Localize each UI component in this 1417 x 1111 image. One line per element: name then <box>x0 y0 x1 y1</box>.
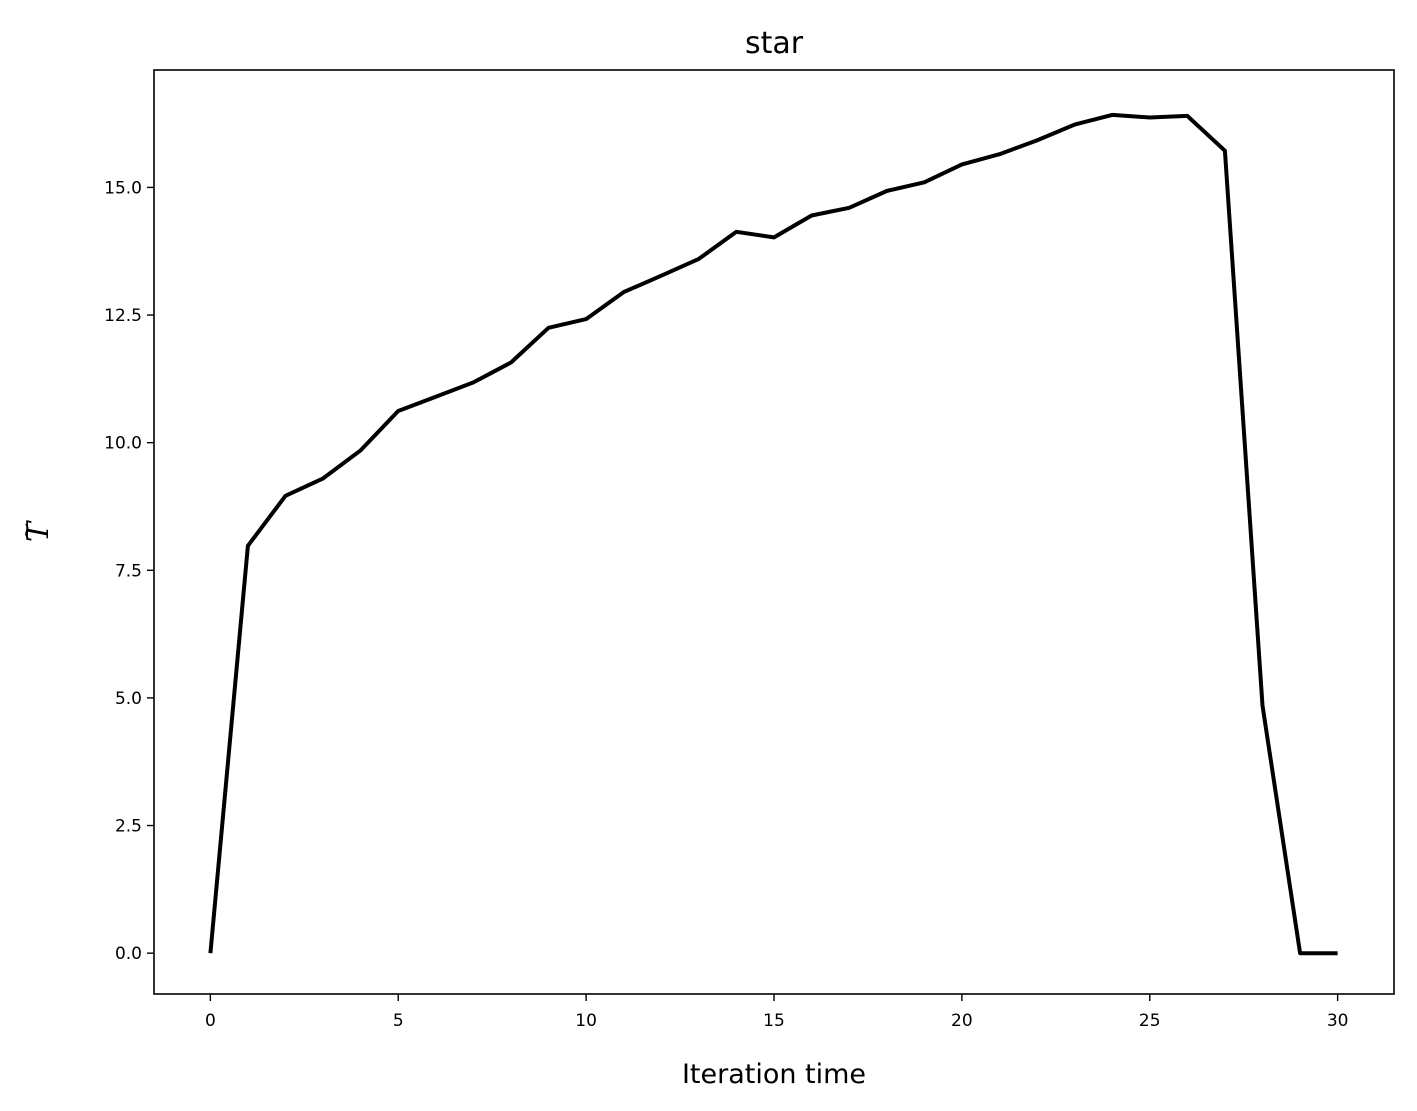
x-tick-label: 15 <box>763 1011 785 1031</box>
x-axis-label: Iteration time <box>682 1059 866 1090</box>
x-tick-label: 5 <box>393 1011 404 1031</box>
series-line <box>208 112 1338 956</box>
y-axis-label-group: T ~ <box>15 520 56 542</box>
x-tick-label: 10 <box>575 1011 597 1031</box>
x-tick-label: 25 <box>1139 1011 1161 1031</box>
y-axis-label: T <box>21 520 56 542</box>
chart-title: star <box>745 26 804 61</box>
series-layer <box>208 112 1338 956</box>
y-axis-label-accent: ~ <box>15 522 40 540</box>
x-tick-label: 30 <box>1327 1011 1349 1031</box>
y-tick-label: 7.5 <box>115 561 142 581</box>
x-axis-ticks: 0 5 10 15 20 25 30 <box>205 994 1349 1031</box>
y-tick-label: 5.0 <box>115 689 142 709</box>
y-axis-ticks: 0.0 2.5 5.0 7.5 10.0 12.5 15.0 <box>104 178 154 964</box>
y-tick-label: 2.5 <box>115 817 142 837</box>
y-tick-label: 10.0 <box>104 434 142 454</box>
y-tick-label: 12.5 <box>104 306 142 326</box>
x-tick-label: 0 <box>205 1011 216 1031</box>
y-tick-label: 0.0 <box>115 944 142 964</box>
x-tick-label: 20 <box>951 1011 973 1031</box>
plot-frame <box>153 69 1395 995</box>
y-tick-label: 15.0 <box>104 178 142 198</box>
